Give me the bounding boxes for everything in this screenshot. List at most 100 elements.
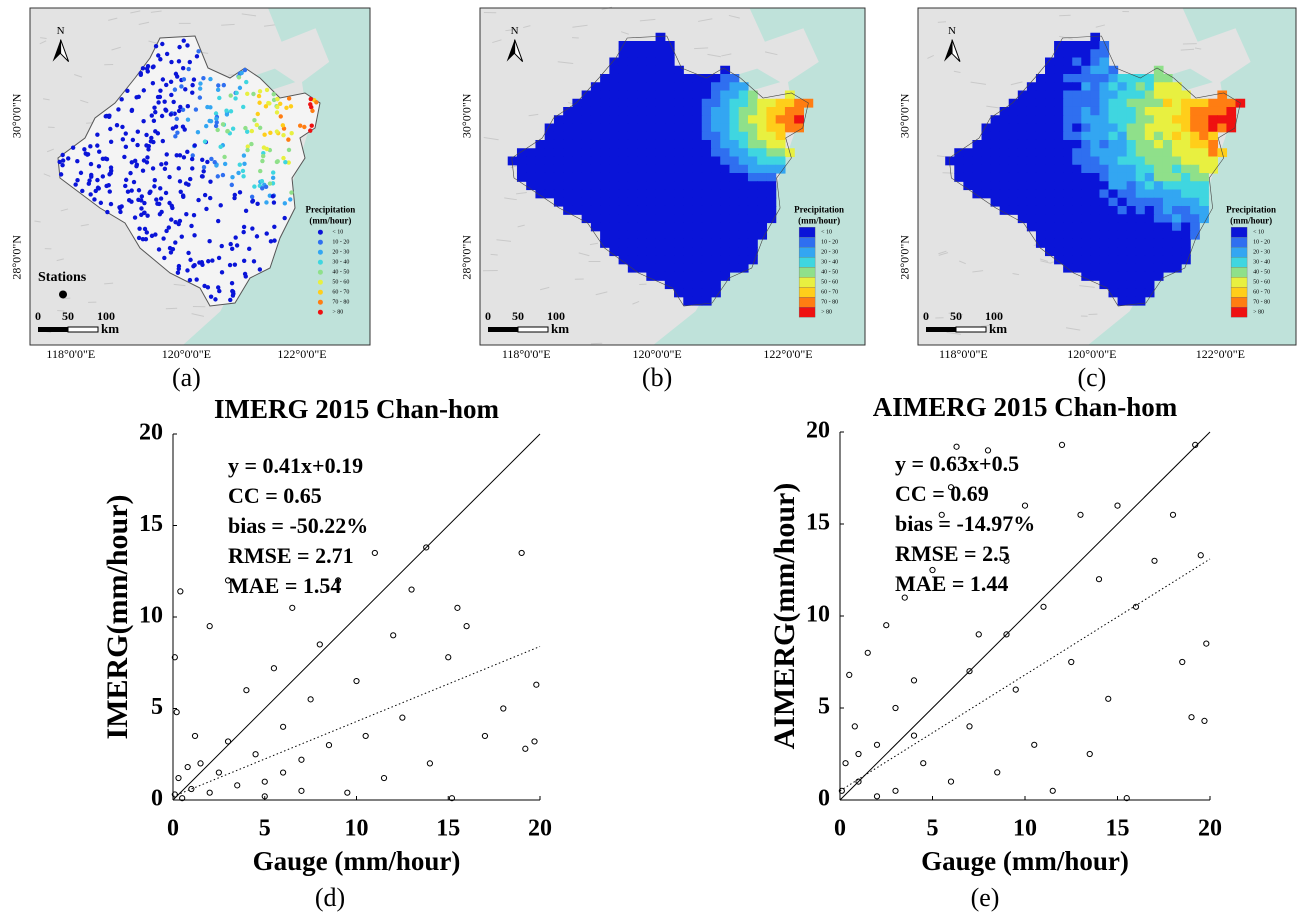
grid-cell bbox=[1054, 239, 1064, 248]
legend-swatch bbox=[799, 237, 815, 247]
grid-cell bbox=[646, 173, 656, 182]
grid-cell bbox=[702, 280, 712, 289]
data-point bbox=[948, 779, 953, 784]
station-dot bbox=[75, 159, 79, 163]
station-dot bbox=[130, 188, 134, 192]
station-dot bbox=[122, 155, 126, 159]
grid-cell bbox=[683, 288, 693, 297]
grid-cell bbox=[1190, 181, 1200, 190]
data-point bbox=[1050, 788, 1055, 793]
legend-label: 20 - 30 bbox=[821, 250, 838, 256]
grid-cell bbox=[1009, 189, 1019, 198]
grid-cell bbox=[757, 181, 767, 190]
grid-cell bbox=[702, 181, 712, 190]
grid-cell bbox=[711, 272, 721, 281]
grid-cell bbox=[628, 115, 638, 124]
grid-cell bbox=[748, 99, 758, 108]
grid-cell bbox=[1027, 90, 1037, 99]
station-dot bbox=[176, 271, 180, 275]
station-dot bbox=[282, 216, 286, 220]
station-dot bbox=[108, 189, 112, 193]
grid-cell bbox=[711, 148, 721, 157]
grid-cell bbox=[1163, 264, 1173, 273]
grid-cell bbox=[972, 181, 982, 190]
y-axis-label: IMERG(mm/hour) bbox=[101, 495, 134, 740]
grid-cell bbox=[1181, 214, 1191, 223]
grid-cell bbox=[1109, 107, 1119, 116]
grid-cell bbox=[637, 90, 647, 99]
grid-cell bbox=[702, 99, 712, 108]
grid-cell bbox=[619, 189, 629, 198]
grid-cell bbox=[1072, 41, 1082, 50]
grid-cell bbox=[1181, 189, 1191, 198]
grid-cell bbox=[693, 132, 703, 141]
grid-cell bbox=[1109, 148, 1119, 157]
station-dot bbox=[169, 93, 173, 97]
grid-cell bbox=[711, 165, 721, 174]
grid-cell bbox=[1199, 198, 1209, 207]
grid-cell bbox=[1081, 82, 1091, 91]
station-dot bbox=[243, 126, 247, 130]
grid-cell bbox=[711, 189, 721, 198]
grid-cell bbox=[619, 115, 629, 124]
y-axis-label: AIMERG(mm/hour) bbox=[768, 483, 801, 750]
y-tick-label: 20 bbox=[806, 418, 830, 444]
grid-cell bbox=[972, 148, 982, 157]
station-dot bbox=[156, 53, 160, 57]
data-point bbox=[1059, 442, 1064, 447]
grid-cell bbox=[600, 140, 610, 149]
grid-cell bbox=[1072, 90, 1082, 99]
grid-cell bbox=[656, 189, 666, 198]
grid-cell bbox=[982, 132, 992, 141]
data-point bbox=[1170, 512, 1175, 517]
grid-cell bbox=[1181, 107, 1191, 116]
grid-cell bbox=[628, 231, 638, 240]
grid-cell bbox=[609, 99, 619, 108]
scale-bar bbox=[38, 327, 68, 332]
grid-cell bbox=[1099, 140, 1109, 149]
grid-cell bbox=[683, 189, 693, 198]
grid-cell bbox=[739, 156, 749, 165]
station-dot bbox=[170, 204, 174, 208]
station-dot bbox=[247, 247, 251, 251]
grid-cell bbox=[1190, 107, 1200, 116]
grid-cell bbox=[1127, 239, 1137, 248]
grid-cell bbox=[628, 41, 638, 50]
station-dot bbox=[216, 88, 220, 92]
station-dot bbox=[287, 148, 291, 152]
grid-cell bbox=[665, 280, 675, 289]
grid-cell bbox=[1199, 115, 1209, 124]
grid-cell bbox=[794, 115, 804, 124]
station-dot bbox=[275, 160, 279, 164]
grid-cell bbox=[1163, 115, 1173, 124]
grid-cell bbox=[1090, 272, 1100, 281]
grid-cell bbox=[1163, 74, 1173, 83]
grid-cell bbox=[1145, 156, 1155, 165]
grid-cell bbox=[656, 107, 666, 116]
station-dot bbox=[195, 54, 199, 58]
grid-cell bbox=[729, 123, 739, 132]
grid-cell bbox=[720, 222, 730, 231]
data-point bbox=[281, 770, 286, 775]
station-dot bbox=[237, 75, 241, 79]
grid-cell bbox=[1063, 198, 1073, 207]
station-dot bbox=[169, 112, 173, 116]
grid-cell bbox=[1009, 99, 1019, 108]
grid-cell bbox=[1045, 247, 1055, 256]
grid-cell bbox=[656, 49, 666, 58]
station-dot bbox=[167, 175, 171, 179]
grid-cell bbox=[693, 148, 703, 157]
grid-cell bbox=[683, 115, 693, 124]
station-dot bbox=[79, 171, 83, 175]
grid-cell bbox=[972, 189, 982, 198]
grid-cell bbox=[665, 82, 675, 91]
grid-cell bbox=[1190, 206, 1200, 215]
grid-cell bbox=[683, 255, 693, 264]
station-dot bbox=[272, 238, 276, 242]
grid-cell bbox=[1009, 140, 1019, 149]
grid-cell bbox=[729, 107, 739, 116]
grid-cell bbox=[1081, 231, 1091, 240]
station-dot bbox=[265, 147, 269, 151]
x-axis-label: Gauge (mm/hour) bbox=[921, 846, 1129, 876]
grid-cell bbox=[1154, 115, 1164, 124]
